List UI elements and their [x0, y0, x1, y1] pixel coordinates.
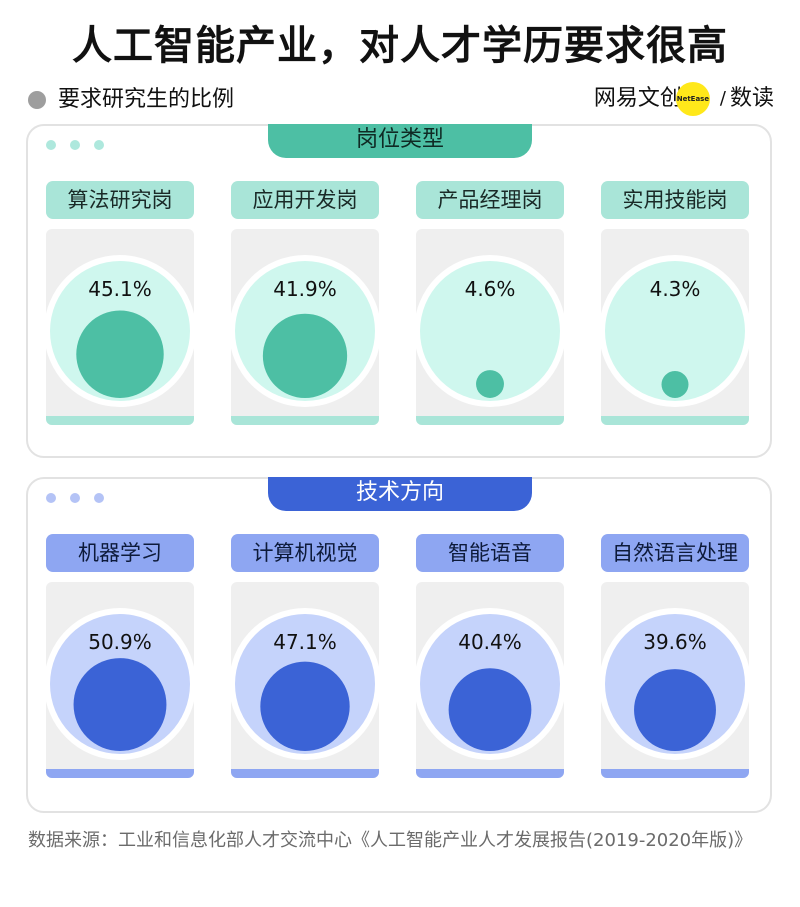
brand-divider: /: [719, 88, 726, 109]
brand-text: 网易文创: [593, 86, 682, 111]
bubble-svg: [601, 608, 749, 760]
bubble-value: [260, 661, 350, 751]
bubble-value: [448, 668, 532, 751]
legend-dot-icon: [28, 91, 46, 109]
tech-direction-panel: 技术方向 机器学习 50.9% 计算机视觉 47.1% 智能语音 40.4% 自然语言处理 3…: [26, 477, 772, 813]
bubble-reference: [605, 261, 745, 401]
category-label: 应用开发岗: [231, 181, 379, 219]
job-type-panel: 岗位类型 算法研究岗 45.1% 应用开发岗 41.9% 产品经理岗 4.6% 实用技能岗 4…: [26, 124, 772, 458]
card-base-bar: [231, 416, 379, 425]
category-card: 产品经理岗 4.6%: [416, 181, 564, 425]
card-base-bar: [231, 769, 379, 778]
value-label: 45.1%: [88, 277, 152, 301]
card-base-bar: [601, 769, 749, 778]
card-base-bar: [601, 416, 749, 425]
bubble-svg: [601, 255, 749, 407]
value-label: 41.9%: [273, 277, 337, 301]
bubble-area: 50.9%: [46, 582, 194, 778]
brand-logo: 网易文创 NetEase / 数读: [594, 82, 774, 116]
card-base-bar: [46, 416, 194, 425]
value-label: 39.6%: [643, 630, 707, 654]
brand-suffix: 数读: [729, 86, 774, 111]
category-card: 应用开发岗 41.9%: [231, 181, 379, 425]
netease-badge-icon: NetEase: [675, 82, 710, 116]
value-label: 4.3%: [649, 277, 701, 301]
page-title: 人工智能产业，对人才学历要求很高: [72, 23, 728, 69]
subtitle-text: 要求研究生的比例: [58, 87, 235, 112]
window-dots-icon: [46, 140, 104, 150]
category-card: 实用技能岗 4.3%: [601, 181, 749, 425]
category-label: 自然语言处理: [601, 534, 749, 572]
job-type-tab: 岗位类型: [268, 124, 532, 158]
bubble-value: [262, 313, 348, 398]
bubble-area: 4.6%: [416, 229, 564, 425]
bubble-svg: [231, 608, 379, 760]
bubble-svg: [416, 255, 564, 407]
data-source: 数据来源：工业和信息化部人才交流中心《人工智能产业人才发展报告(2019-202…: [28, 830, 753, 851]
card-base-bar: [46, 769, 194, 778]
bubble-svg: [416, 608, 564, 760]
bubble-area: 47.1%: [231, 582, 379, 778]
bubble-svg: [46, 255, 194, 407]
bubble-area: 39.6%: [601, 582, 749, 778]
value-label: 47.1%: [273, 630, 337, 654]
category-label: 机器学习: [46, 534, 194, 572]
bubble-area: 40.4%: [416, 582, 564, 778]
bubble-reference: [420, 261, 560, 401]
bubble-area: 4.3%: [601, 229, 749, 425]
category-card: 计算机视觉 47.1%: [231, 534, 379, 778]
value-label: 50.9%: [88, 630, 152, 654]
bubble-value: [476, 370, 504, 398]
category-label: 算法研究岗: [46, 181, 194, 219]
category-label: 计算机视觉: [231, 534, 379, 572]
value-label: 4.6%: [464, 277, 516, 301]
category-card: 机器学习 50.9%: [46, 534, 194, 778]
bubble-value: [76, 310, 164, 398]
category-card: 算法研究岗 45.1%: [46, 181, 194, 425]
bubble-svg: [231, 255, 379, 407]
category-label: 智能语音: [416, 534, 564, 572]
window-dots-icon: [46, 493, 104, 503]
bubble-value: [634, 669, 716, 751]
card-base-bar: [416, 769, 564, 778]
category-card: 智能语音 40.4%: [416, 534, 564, 778]
bubble-value: [73, 658, 167, 751]
chart-subtitle: 要求研究生的比例: [28, 86, 234, 114]
bubble-area: 45.1%: [46, 229, 194, 425]
bubble-svg: [46, 608, 194, 760]
category-label: 实用技能岗: [601, 181, 749, 219]
bubble-value: [661, 371, 689, 398]
tech-direction-tab: 技术方向: [268, 477, 532, 511]
category-label: 产品经理岗: [416, 181, 564, 219]
bubble-area: 41.9%: [231, 229, 379, 425]
category-card: 自然语言处理 39.6%: [601, 534, 749, 778]
card-base-bar: [416, 416, 564, 425]
value-label: 40.4%: [458, 630, 522, 654]
